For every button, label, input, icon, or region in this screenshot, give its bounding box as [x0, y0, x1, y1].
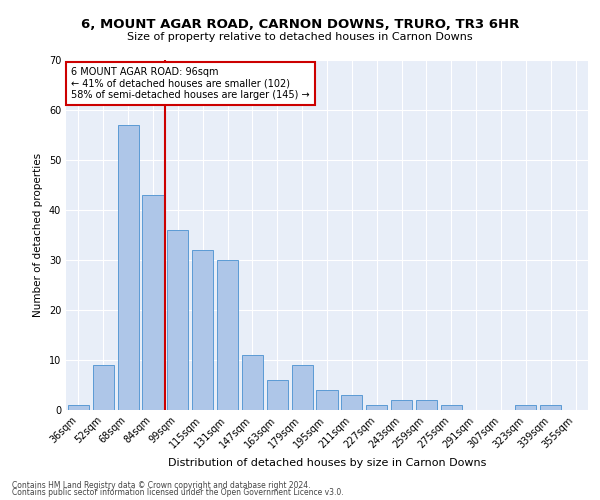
Bar: [441, 405, 462, 410]
Bar: [391, 400, 412, 410]
Bar: [292, 365, 313, 410]
Y-axis label: Number of detached properties: Number of detached properties: [33, 153, 43, 317]
Text: Contains HM Land Registry data © Crown copyright and database right 2024.: Contains HM Land Registry data © Crown c…: [12, 480, 311, 490]
Bar: [118, 125, 139, 410]
Bar: [416, 400, 437, 410]
Text: 6 MOUNT AGAR ROAD: 96sqm
← 41% of detached houses are smaller (102)
58% of semi-: 6 MOUNT AGAR ROAD: 96sqm ← 41% of detach…: [71, 67, 310, 100]
Text: Size of property relative to detached houses in Carnon Downs: Size of property relative to detached ho…: [127, 32, 473, 42]
Text: 6, MOUNT AGAR ROAD, CARNON DOWNS, TRURO, TR3 6HR: 6, MOUNT AGAR ROAD, CARNON DOWNS, TRURO,…: [81, 18, 519, 30]
Bar: [242, 355, 263, 410]
X-axis label: Distribution of detached houses by size in Carnon Downs: Distribution of detached houses by size …: [168, 458, 486, 468]
Bar: [366, 405, 387, 410]
Bar: [93, 365, 114, 410]
Bar: [192, 250, 213, 410]
Bar: [515, 405, 536, 410]
Text: Contains public sector information licensed under the Open Government Licence v3: Contains public sector information licen…: [12, 488, 344, 497]
Bar: [341, 395, 362, 410]
Bar: [142, 195, 164, 410]
Bar: [167, 230, 188, 410]
Bar: [540, 405, 561, 410]
Bar: [217, 260, 238, 410]
Bar: [68, 405, 89, 410]
Bar: [267, 380, 288, 410]
Bar: [316, 390, 338, 410]
